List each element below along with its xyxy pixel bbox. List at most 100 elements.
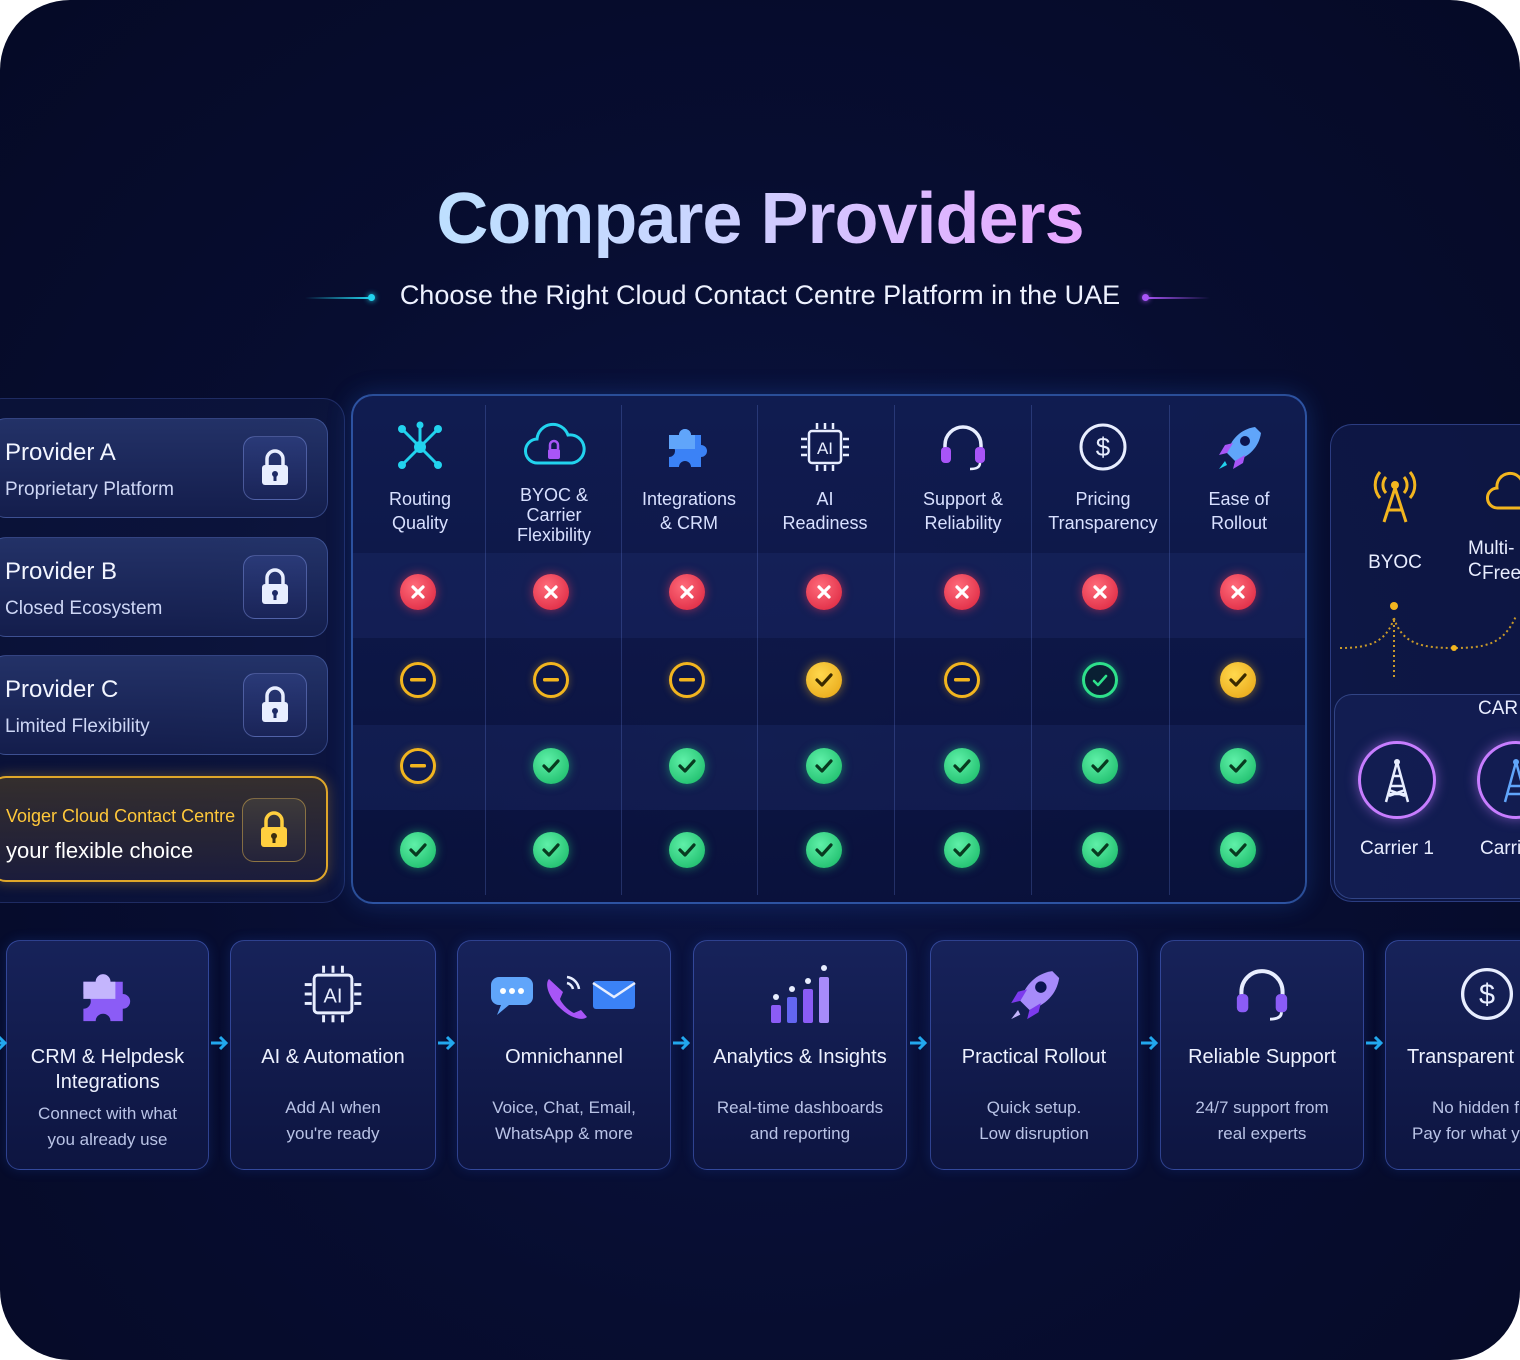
matrix-cell <box>1220 832 1260 872</box>
cross-icon <box>1220 574 1256 610</box>
subtitle-divider-left <box>305 297 371 299</box>
feature-title: Analytics & Insights <box>713 1046 887 1068</box>
provider-name: Provider C <box>5 676 119 703</box>
feature-title: CRM & Helpdesk Integrations <box>30 1046 185 1093</box>
feature-card-support[interactable]: Reliable Support 24/7 support from real … <box>1160 940 1364 1170</box>
chevron-right-icon <box>1141 1035 1159 1051</box>
matrix-cell <box>944 832 984 872</box>
svg-text:$: $ <box>1096 432 1111 462</box>
matrix-cell <box>669 574 709 614</box>
check-icon <box>1082 748 1118 784</box>
feature-card-crm[interactable]: CRM & Helpdesk Integrations Connect with… <box>6 940 209 1170</box>
puzzle-icon <box>7 961 208 1027</box>
column-header-ai: AI AI Readiness <box>757 405 893 555</box>
cross-icon <box>1082 574 1118 610</box>
feature-desc: you're ready <box>286 1124 380 1143</box>
column-label: Pricing Transparency <box>1048 489 1158 533</box>
matrix-cell <box>1082 832 1122 872</box>
column-divider <box>894 405 895 895</box>
matrix-cell <box>944 748 984 788</box>
feature-title: Transparent P <box>1407 1046 1520 1068</box>
feature-card-pricing[interactable]: $ Transparent P No hidden f Pay for what… <box>1385 940 1520 1170</box>
column-divider <box>621 405 622 895</box>
provider-desc: Proprietary Platform <box>5 479 174 500</box>
feature-card-analytics[interactable]: Analytics & Insights Real-time dashboard… <box>693 940 907 1170</box>
right-panel-item: Multi-C <box>1468 538 1515 581</box>
feature-desc: No hidden f <box>1432 1098 1519 1117</box>
chevron-right-icon <box>0 1035 8 1051</box>
feature-desc: Connect with what <box>38 1104 177 1123</box>
provider-card-b[interactable]: Provider B Closed Ecosystem <box>0 537 328 637</box>
puzzle-icon <box>621 419 757 479</box>
column-header-pricing: $ Pricing Transparency <box>1033 405 1173 555</box>
feature-title: Omnichannel <box>505 1046 623 1068</box>
ai-chip-icon: AI <box>757 419 893 479</box>
page-title: Compare Providers <box>0 178 1520 260</box>
matrix-cell <box>400 662 440 702</box>
provider-desc: your flexible choice <box>6 838 194 863</box>
cross-icon <box>533 574 569 610</box>
column-label: Routing Quality <box>388 489 452 533</box>
feature-card-rollout[interactable]: Practical Rollout Quick setup. Low disru… <box>930 940 1138 1170</box>
ai-chip-icon: AI <box>231 961 435 1027</box>
check-icon <box>400 832 436 868</box>
matrix-cell <box>533 574 573 614</box>
check-icon <box>533 832 569 868</box>
matrix-cell <box>1220 574 1260 614</box>
column-label: Ease of Rollout <box>1208 489 1270 533</box>
column-label: AI Readiness <box>782 489 868 533</box>
check-icon <box>533 748 569 784</box>
lock-icon <box>243 673 307 737</box>
column-header-support: Support & Reliability <box>895 405 1031 555</box>
column-divider <box>757 405 758 895</box>
rocket-icon <box>931 961 1137 1027</box>
feature-desc: 24/7 support from <box>1195 1098 1329 1117</box>
right-panel-item: Freed <box>1482 563 1520 584</box>
matrix-cell <box>400 748 440 788</box>
provider-name: Provider A <box>5 439 116 466</box>
feature-desc: Quick setup. <box>986 1098 1082 1117</box>
column-header-routing: Routing Quality <box>352 405 488 555</box>
matrix-cell <box>400 574 440 614</box>
svg-text:$: $ <box>1479 979 1495 1011</box>
dollar-icon: $ <box>1033 419 1173 479</box>
chevron-right-icon <box>910 1035 928 1051</box>
feature-desc: you already use <box>47 1130 168 1149</box>
feature-desc: Add AI when <box>285 1098 381 1117</box>
subtitle-divider-right <box>1144 297 1210 299</box>
cross-icon <box>944 574 980 610</box>
matrix-cell <box>669 662 709 702</box>
provider-card-voiger[interactable]: Voiger Cloud Contact Centre your flexibl… <box>0 776 328 882</box>
column-label: BYOC & Carrier Flexibility <box>516 485 591 545</box>
column-divider <box>1169 405 1170 895</box>
matrix-cell <box>944 662 984 702</box>
feature-card-ai[interactable]: AI AI & Automation Add AI when you're re… <box>230 940 436 1170</box>
connection-lines <box>1339 602 1517 678</box>
matrix-cell <box>806 662 846 702</box>
column-divider <box>1031 405 1032 895</box>
headset-icon <box>1161 961 1363 1027</box>
feature-card-omnichannel[interactable]: Omnichannel Voice, Chat, Email, WhatsApp… <box>457 940 671 1170</box>
carrier-label: Carri <box>1480 838 1520 859</box>
subtitle-dot-left <box>368 294 375 301</box>
minus-circle-icon <box>944 662 980 698</box>
column-header-rollout: Ease of Rollout <box>1171 405 1307 555</box>
feature-desc: real experts <box>1217 1124 1307 1143</box>
column-header-integrations: Integrations & CRM <box>621 405 757 555</box>
provider-card-a[interactable]: Provider A Proprietary Platform <box>0 418 328 518</box>
cross-icon <box>669 574 705 610</box>
unlock-icon <box>242 798 306 862</box>
matrix-cell <box>1082 662 1122 702</box>
matrix-cell <box>806 832 846 872</box>
provider-name: Voiger Cloud Contact Centre <box>6 806 236 826</box>
check-icon <box>669 748 705 784</box>
provider-card-c[interactable]: Provider C Limited Flexibility <box>0 655 328 755</box>
matrix-cell <box>400 832 440 872</box>
bar-chart-icon <box>694 961 906 1027</box>
check-icon <box>1220 832 1256 868</box>
matrix-cell <box>669 748 709 788</box>
cloud-lock-icon <box>486 419 622 479</box>
chevron-right-icon <box>673 1035 691 1051</box>
network-nodes-icon <box>352 419 488 479</box>
minus-circle-icon <box>400 748 436 784</box>
